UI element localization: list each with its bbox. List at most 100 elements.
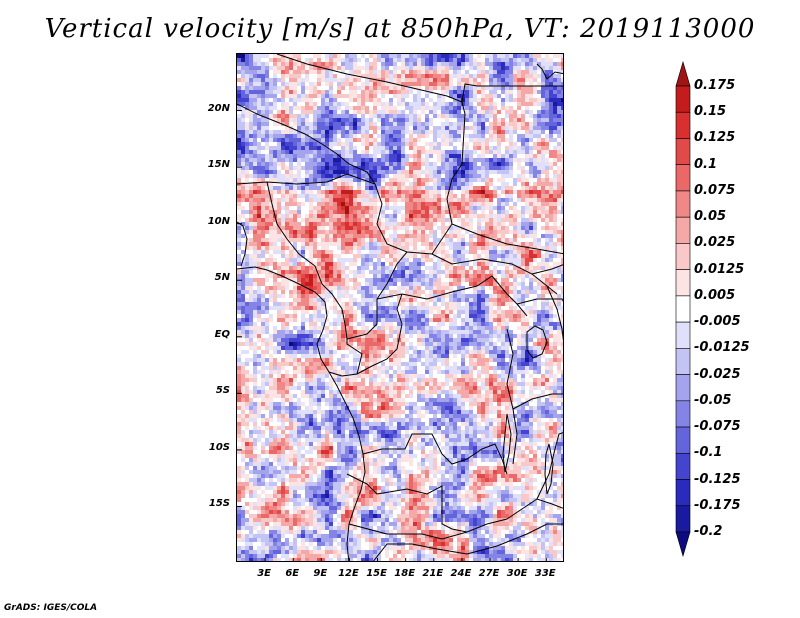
field-cell — [341, 130, 345, 134]
field-cell — [245, 222, 249, 226]
field-cell — [453, 182, 457, 186]
field-cell — [425, 310, 429, 314]
field-cell — [545, 322, 549, 326]
field-cell — [493, 170, 497, 174]
field-cell — [525, 154, 529, 158]
field-cell — [373, 66, 377, 70]
field-cell — [321, 114, 325, 118]
field-cell — [393, 226, 397, 230]
field-cell — [265, 298, 269, 302]
field-cell — [433, 298, 437, 302]
field-cell — [545, 254, 549, 258]
field-cell — [237, 150, 241, 154]
field-cell — [349, 258, 353, 262]
field-cell — [497, 294, 501, 298]
field-cell — [253, 222, 257, 226]
field-cell — [337, 126, 341, 130]
field-cell — [309, 274, 313, 278]
field-cell — [341, 230, 345, 234]
field-cell — [417, 330, 421, 334]
field-cell — [313, 110, 317, 114]
field-cell — [441, 162, 445, 166]
field-cell — [537, 266, 541, 270]
field-cell — [417, 74, 421, 78]
field-cell — [305, 334, 309, 338]
field-cell — [537, 54, 541, 58]
field-cell — [497, 326, 501, 330]
field-cell — [345, 94, 349, 98]
field-cell — [433, 186, 437, 190]
field-cell — [541, 122, 545, 126]
field-cell — [345, 194, 349, 198]
field-cell — [385, 246, 389, 250]
field-cell — [237, 282, 241, 286]
field-cell — [273, 122, 277, 126]
field-cell — [389, 114, 393, 118]
field-cell — [333, 174, 337, 178]
field-cell — [549, 110, 553, 114]
field-cell — [281, 146, 285, 150]
field-cell — [405, 170, 409, 174]
field-cell — [549, 234, 553, 238]
field-cell — [525, 74, 529, 78]
field-cell — [485, 294, 489, 298]
field-cell — [561, 294, 563, 298]
field-cell — [461, 274, 465, 278]
field-cell — [509, 314, 513, 318]
field-cell — [369, 202, 373, 206]
field-cell — [533, 322, 537, 326]
field-cell — [545, 278, 549, 282]
field-cell — [345, 330, 349, 334]
field-cell — [309, 166, 313, 170]
field-cell — [281, 206, 285, 210]
field-cell — [253, 202, 257, 206]
field-cell — [321, 314, 325, 318]
field-cell — [537, 82, 541, 86]
field-cell — [293, 318, 297, 322]
field-cell — [245, 226, 249, 230]
field-cell — [277, 66, 281, 70]
field-cell — [437, 66, 441, 70]
field-cell — [545, 186, 549, 190]
field-cell — [481, 318, 485, 322]
field-cell — [417, 150, 421, 154]
field-cell — [245, 254, 249, 258]
field-cell — [421, 146, 425, 150]
field-cell — [237, 270, 241, 274]
field-cell — [277, 282, 281, 286]
field-cell — [381, 82, 385, 86]
field-cell — [333, 318, 337, 322]
field-cell — [449, 158, 453, 162]
field-cell — [349, 70, 353, 74]
field-cell — [525, 294, 529, 298]
field-cell — [553, 106, 557, 110]
field-cell — [501, 106, 505, 110]
field-cell — [281, 110, 285, 114]
field-cell — [289, 210, 293, 214]
field-cell — [341, 186, 345, 190]
field-cell — [397, 266, 401, 270]
field-cell — [325, 266, 329, 270]
field-cell — [325, 130, 329, 134]
field-cell — [529, 62, 533, 66]
field-cell — [245, 110, 249, 114]
field-cell — [425, 134, 429, 138]
field-cell — [437, 142, 441, 146]
field-cell — [365, 118, 369, 122]
field-cell — [341, 278, 345, 282]
field-cell — [405, 118, 409, 122]
field-cell — [433, 214, 437, 218]
field-cell — [369, 258, 373, 262]
field-cell — [325, 270, 329, 274]
field-cell — [293, 234, 297, 238]
field-cell — [457, 66, 461, 70]
field-cell — [389, 166, 393, 170]
field-cell — [305, 94, 309, 98]
field-cell — [249, 134, 253, 138]
field-cell — [361, 310, 365, 314]
field-cell — [237, 170, 241, 174]
field-cell — [537, 134, 541, 138]
field-cell — [293, 138, 297, 142]
map-plot-area[interactable] — [236, 53, 564, 562]
field-cell — [237, 302, 241, 306]
